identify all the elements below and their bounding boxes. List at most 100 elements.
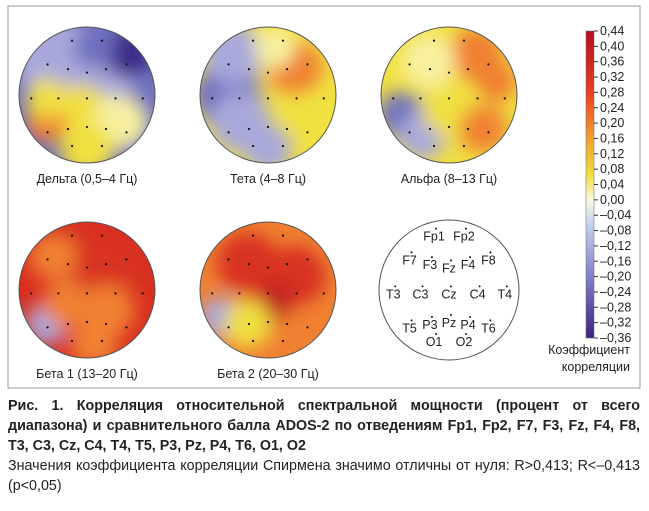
electrode-dot	[503, 97, 506, 100]
head-outline	[18, 26, 156, 164]
topomap-blob	[42, 279, 91, 328]
colorbar-tick-label: 0,36	[600, 55, 624, 69]
colorbar-tick-label: –0,24	[600, 285, 631, 299]
electrode-dot	[227, 63, 230, 66]
colorbar-tick-label: 0,28	[600, 85, 624, 99]
electrode-dot	[281, 39, 285, 42]
topomap-blob	[459, 105, 507, 153]
electrode-dot	[478, 285, 481, 288]
colorbar-tick-label: 0,40	[600, 39, 624, 53]
colorbar-title: корреляции	[562, 360, 630, 374]
electrode-dot	[306, 258, 309, 261]
electrode-label: Pz	[442, 316, 457, 330]
topomap	[200, 27, 336, 163]
electrode-dot	[251, 144, 255, 148]
electrode-dot	[392, 97, 395, 100]
electrode-dot	[447, 125, 451, 129]
electrode-dot	[104, 68, 108, 71]
frame	[7, 5, 641, 389]
colorbar-title: Коэффициент	[548, 343, 630, 357]
colorbar-tick-label: 0,24	[600, 101, 624, 115]
electrode-dot	[125, 326, 128, 329]
electrode-dot	[285, 322, 289, 326]
caption-title: Рис. 1. Корреляция относительной спектра…	[8, 398, 640, 454]
electrode-dot	[227, 326, 230, 329]
map-label: Бета 2 (20–30 Гц)	[217, 367, 319, 381]
electrode-dot	[469, 316, 472, 318]
map-label: Тета (4–8 Гц)	[230, 172, 306, 186]
topomap	[19, 222, 155, 358]
topomap-blob	[29, 232, 77, 280]
electrode-dot	[466, 127, 470, 131]
topomap-blob	[223, 300, 272, 348]
electrode-dot	[428, 127, 432, 131]
map-label: Альфа (8–13 Гц)	[401, 172, 497, 186]
electrode-dot	[46, 326, 49, 329]
electrode-dot	[464, 333, 467, 335]
electrode-label: P4	[460, 318, 475, 332]
topomap-blob	[278, 307, 326, 355]
electrode-dot	[489, 251, 492, 254]
electrode-dot	[66, 68, 70, 71]
topomap-blob	[25, 78, 67, 119]
electrode-dot	[450, 259, 452, 262]
electrode-dot	[100, 144, 104, 148]
electrode-label: P3	[422, 318, 437, 332]
electrode-dot	[85, 71, 89, 74]
electrode-dot	[100, 39, 104, 42]
electrode-dot	[266, 71, 270, 74]
electrode-dot	[70, 144, 74, 148]
electrode-label: F3	[423, 258, 438, 272]
figure: Коэффициент корреляции Дельта (0,5–4 Гц)…	[7, 5, 641, 389]
colorbar-tick-label: –0,20	[600, 270, 631, 284]
electrode-dot	[410, 251, 413, 254]
colorbar-tick-label: –0,16	[600, 254, 631, 268]
caption: Рис. 1. Корреляция относительной спектра…	[8, 396, 640, 496]
electrode-dot	[266, 97, 270, 100]
electrode-dot	[421, 285, 424, 288]
electrode-dot	[281, 144, 285, 148]
electrode-dot	[141, 97, 144, 100]
electrode-dot	[247, 322, 251, 326]
electrode-dot	[247, 68, 251, 71]
electrode-dot	[306, 326, 309, 329]
electrode-dot	[211, 292, 214, 295]
electrode-dot	[30, 292, 33, 295]
electrode-dot	[104, 263, 108, 266]
topomap-blob	[476, 61, 517, 102]
colorbar-tick-label: 0,16	[600, 131, 624, 145]
electrode-label: C4	[470, 287, 486, 301]
electrode-dot	[85, 320, 89, 324]
electrode-dot	[46, 131, 49, 134]
electrode-dot	[238, 97, 241, 100]
colorbar-tick-label: –0,36	[600, 331, 631, 345]
electrode-dot	[247, 127, 251, 131]
map-label: Дельта (0,5–4 Гц)	[37, 172, 138, 186]
electrode-dot	[489, 319, 492, 322]
electrode-dot	[281, 339, 285, 343]
electrode-dot	[247, 263, 251, 266]
electrode-dot	[70, 339, 74, 343]
electrode-dot	[66, 263, 70, 266]
electrode-label: Cz	[441, 287, 456, 301]
colorbar-tick-label: –0,04	[600, 208, 631, 222]
electrode-dot	[266, 125, 270, 129]
electrode-label: C3	[412, 287, 428, 301]
electrode-dot	[430, 316, 433, 318]
topomap-blob	[285, 91, 333, 140]
electrode-dot	[322, 292, 325, 295]
colorbar-tick-label: 0,12	[600, 147, 624, 161]
electrode-dot	[85, 292, 89, 295]
head-outline	[378, 219, 520, 361]
electrode-dot	[46, 63, 49, 66]
electrode-dot	[100, 339, 104, 343]
colorbar-tick-label: 0,04	[600, 178, 624, 192]
electrode-dot	[447, 97, 451, 100]
electrode-dot	[419, 97, 422, 100]
topomap	[381, 27, 517, 163]
electrode-dot	[306, 63, 309, 66]
electrode-dot	[57, 97, 60, 100]
electrode-dot	[408, 63, 411, 66]
electrode-dot	[251, 234, 255, 237]
colorbar-tick-label: –0,28	[600, 300, 631, 314]
